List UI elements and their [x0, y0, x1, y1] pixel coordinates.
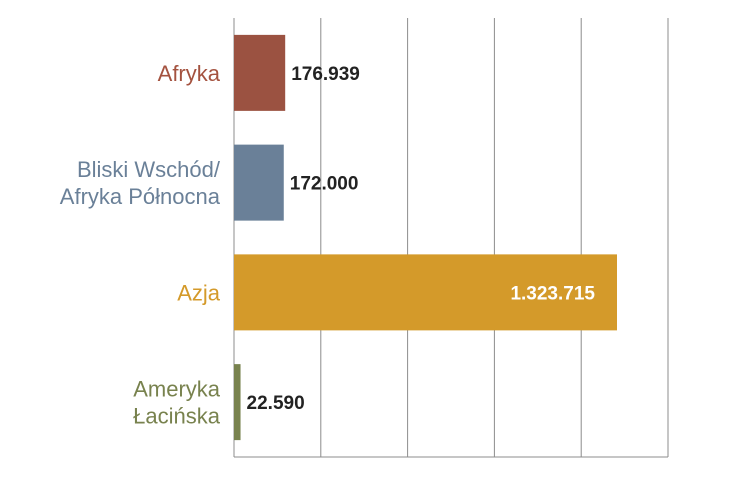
- category-label: Azja: [177, 280, 221, 305]
- category-labels: Afryka Bliski Wschód/Afryka Północna Azja A…: [60, 61, 221, 429]
- value-label: 1.323.715: [510, 283, 595, 304]
- category-label: Ameryka Łacińska: [133, 377, 221, 429]
- grid-lines: [233, 18, 669, 458]
- bar: [234, 364, 241, 441]
- bar: [234, 144, 284, 221]
- value-labels: 176.939 172.000 1.323.715 22.590: [247, 64, 596, 414]
- category-label: Bliski Wschód/Afryka Północna: [60, 157, 221, 209]
- bar: [234, 254, 617, 331]
- bar: [234, 34, 286, 111]
- value-label: 176.939: [291, 64, 360, 85]
- value-label: 172.000: [290, 174, 359, 195]
- value-label: 22.590: [247, 393, 305, 414]
- bars: [234, 34, 617, 441]
- category-label: Afryka: [158, 61, 221, 86]
